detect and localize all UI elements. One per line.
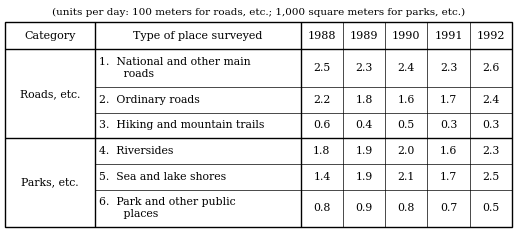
Text: Parks, etc.: Parks, etc. xyxy=(21,178,79,188)
Text: 1.7: 1.7 xyxy=(440,95,457,105)
Text: 4.  Riversides: 4. Riversides xyxy=(99,146,173,156)
Text: 0.3: 0.3 xyxy=(482,120,499,130)
Text: 1.9: 1.9 xyxy=(356,172,373,182)
Text: 2.0: 2.0 xyxy=(398,146,415,156)
Text: 0.3: 0.3 xyxy=(440,120,458,130)
Text: 0.5: 0.5 xyxy=(398,120,415,130)
Text: 6.  Park and other public
       places: 6. Park and other public places xyxy=(99,197,235,219)
Text: 1989: 1989 xyxy=(350,31,378,41)
Text: 1988: 1988 xyxy=(308,31,336,41)
Text: (units per day: 100 meters for roads, etc.; 1,000 square meters for parks, etc.): (units per day: 100 meters for roads, et… xyxy=(52,8,465,17)
Text: 2.3: 2.3 xyxy=(440,63,458,73)
Text: 1.9: 1.9 xyxy=(356,146,373,156)
Text: Category: Category xyxy=(24,31,75,41)
Text: 2.5: 2.5 xyxy=(313,63,330,73)
Text: 2.5: 2.5 xyxy=(482,172,499,182)
Text: 2.3: 2.3 xyxy=(482,146,499,156)
Text: 0.5: 0.5 xyxy=(482,203,499,213)
Text: 2.4: 2.4 xyxy=(482,95,499,105)
Text: 1991: 1991 xyxy=(434,31,463,41)
Text: 0.6: 0.6 xyxy=(313,120,330,130)
Text: 0.4: 0.4 xyxy=(356,120,373,130)
Text: 0.8: 0.8 xyxy=(398,203,415,213)
Text: 2.1: 2.1 xyxy=(398,172,415,182)
Text: 2.  Ordinary roads: 2. Ordinary roads xyxy=(99,95,200,105)
Text: 1.  National and other main
       roads: 1. National and other main roads xyxy=(99,57,250,79)
Text: 2.3: 2.3 xyxy=(355,63,373,73)
Text: 2.6: 2.6 xyxy=(482,63,499,73)
Bar xyxy=(5,22,512,227)
Text: 1.8: 1.8 xyxy=(355,95,373,105)
Text: 1.7: 1.7 xyxy=(440,172,457,182)
Text: Type of place surveyed: Type of place surveyed xyxy=(133,31,263,41)
Text: 0.9: 0.9 xyxy=(356,203,373,213)
Text: 1992: 1992 xyxy=(477,31,505,41)
Text: 5.  Sea and lake shores: 5. Sea and lake shores xyxy=(99,172,226,182)
Text: 3.  Hiking and mountain trails: 3. Hiking and mountain trails xyxy=(99,120,264,130)
Text: Roads, etc.: Roads, etc. xyxy=(20,89,80,99)
Text: 0.7: 0.7 xyxy=(440,203,457,213)
Text: 1.4: 1.4 xyxy=(313,172,330,182)
Text: 1.6: 1.6 xyxy=(440,146,458,156)
Text: 1.8: 1.8 xyxy=(313,146,330,156)
Text: 0.8: 0.8 xyxy=(313,203,330,213)
Text: 1.6: 1.6 xyxy=(398,95,415,105)
Text: 1990: 1990 xyxy=(392,31,421,41)
Text: 2.4: 2.4 xyxy=(398,63,415,73)
Text: 2.2: 2.2 xyxy=(313,95,330,105)
